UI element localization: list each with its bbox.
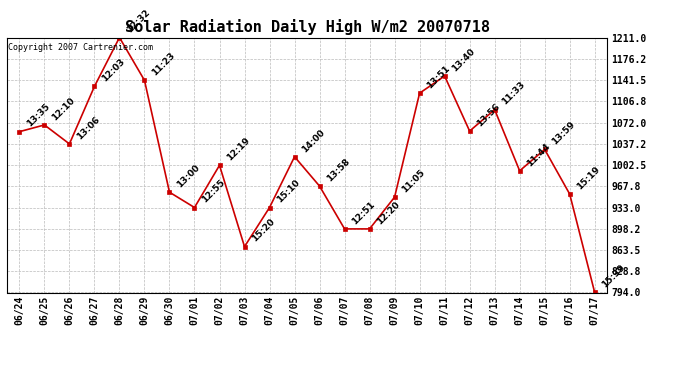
Text: 13:35: 13:35: [25, 102, 52, 129]
Text: 12:10: 12:10: [50, 96, 77, 122]
Text: 13:00: 13:00: [175, 163, 201, 189]
Text: 13:56: 13:56: [475, 102, 502, 128]
Text: 13:51: 13:51: [425, 64, 452, 90]
Text: 15:20: 15:20: [250, 217, 277, 244]
Text: 14:00: 14:00: [300, 128, 326, 154]
Text: 12:51: 12:51: [350, 200, 377, 226]
Text: 13:59: 13:59: [550, 120, 577, 147]
Text: 12:32: 12:32: [125, 8, 152, 35]
Text: 11:44: 11:44: [525, 141, 552, 168]
Text: 15:10: 15:10: [275, 178, 302, 205]
Text: 15:39: 15:39: [600, 263, 627, 290]
Text: 12:19: 12:19: [225, 136, 252, 162]
Text: 11:05: 11:05: [400, 168, 426, 194]
Text: 12:20: 12:20: [375, 200, 402, 226]
Text: 15:19: 15:19: [575, 165, 602, 191]
Text: 13:58: 13:58: [325, 157, 352, 183]
Text: 12:55: 12:55: [200, 178, 226, 205]
Text: 12:03: 12:03: [100, 57, 126, 84]
Text: Copyright 2007 Cartrenier.com: Copyright 2007 Cartrenier.com: [8, 43, 153, 52]
Text: 13:06: 13:06: [75, 115, 101, 141]
Text: 13:40: 13:40: [450, 46, 477, 73]
Text: 11:33: 11:33: [500, 80, 526, 107]
Text: 11:23: 11:23: [150, 51, 177, 78]
Title: Solar Radiation Daily High W/m2 20070718: Solar Radiation Daily High W/m2 20070718: [125, 19, 489, 35]
